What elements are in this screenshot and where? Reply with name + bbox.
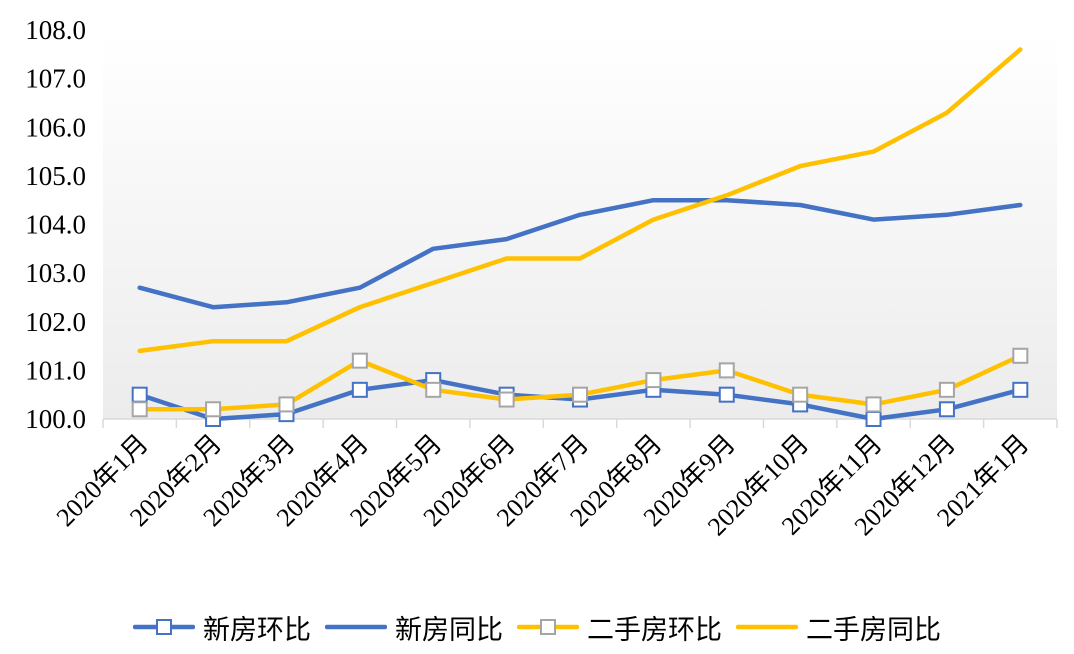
- data-point: [645, 372, 662, 389]
- y-tick-label: 101.0: [25, 355, 86, 385]
- series-2: [131, 347, 1029, 418]
- data-point: [938, 381, 955, 398]
- line-icon: [325, 624, 387, 630]
- data-point: [865, 396, 882, 413]
- data-point: [865, 411, 882, 427]
- data-point: [351, 381, 368, 398]
- y-tick-label: 108.0: [25, 15, 86, 45]
- data-point: [792, 386, 809, 403]
- line-icon: [736, 624, 798, 630]
- line-square-marker-icon: [517, 619, 579, 635]
- line-square-marker-icon: [133, 619, 195, 635]
- legend-item: 二手房环比: [517, 608, 722, 647]
- data-point: [718, 386, 735, 403]
- data-point: [425, 381, 442, 398]
- data-point: [131, 386, 148, 403]
- y-tick-label: 102.0: [25, 307, 86, 337]
- y-tick-label: 103.0: [25, 258, 86, 288]
- line-chart: 100.0 101.0 102.0 103.0 104.0 105.0 106.0 107.0…: [25, 15, 1058, 541]
- series-line: [137, 197, 1023, 310]
- data-point: [572, 386, 588, 403]
- legend-item: 新房同比: [325, 608, 503, 647]
- series-line: [137, 47, 1023, 354]
- data-point: [351, 352, 368, 369]
- legend-item: 新房环比: [133, 608, 311, 647]
- data-point: [718, 362, 735, 379]
- legend-label: 二手房同比: [806, 614, 941, 646]
- data-point: [1012, 347, 1029, 364]
- series-3: [137, 47, 1023, 354]
- y-tick-label: 104.0: [25, 210, 86, 240]
- legend-item: 二手房同比: [736, 608, 941, 647]
- y-tick-label: 106.0: [25, 112, 86, 142]
- legend: 新房环比 新房同比 二手房环比 二手房同比: [0, 604, 1074, 650]
- series-1: [137, 197, 1023, 310]
- plot-area: [103, 30, 1057, 419]
- data-point: [938, 401, 955, 418]
- data-point: [131, 401, 148, 418]
- data-point: [278, 396, 295, 413]
- y-tick-label: 100.0: [25, 404, 86, 434]
- data-point: [205, 401, 222, 418]
- legend-label: 新房环比: [203, 614, 311, 646]
- y-tick-label: 105.0: [25, 161, 86, 191]
- legend-label: 新房同比: [395, 614, 503, 646]
- legend-label: 二手房环比: [587, 614, 722, 646]
- y-tick-label: 107.0: [25, 64, 86, 94]
- data-point: [1012, 381, 1029, 398]
- data-point: [498, 391, 515, 408]
